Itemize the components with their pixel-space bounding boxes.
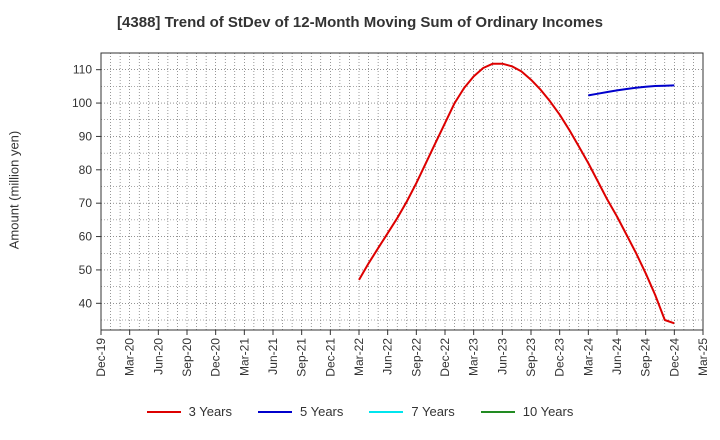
- legend-item: 10 Years: [480, 404, 574, 419]
- y-tick-label: 60: [79, 230, 93, 244]
- y-tick-label: 80: [79, 163, 93, 177]
- x-tick-label: Mar-22: [352, 338, 366, 376]
- x-tick-label: Mar-25: [696, 338, 710, 376]
- x-tick-label: Mar-20: [123, 338, 137, 376]
- chart-title: [4388] Trend of StDev of 12-Month Moving…: [117, 14, 603, 31]
- x-tick-label: Dec-22: [438, 338, 452, 377]
- legend-swatch: [146, 410, 181, 413]
- y-tick-label: 110: [73, 63, 92, 77]
- series-line-3-years: [358, 62, 675, 325]
- y-tick-label: 40: [79, 296, 93, 310]
- x-tick-label: Dec-20: [209, 338, 223, 377]
- x-tick-label: Sep-20: [180, 338, 194, 377]
- x-tick-label: Sep-23: [524, 338, 538, 377]
- x-tick-label: Jun-21: [266, 338, 280, 375]
- legend-item: 7 Years: [369, 404, 455, 419]
- legend-item: 3 Years: [146, 404, 232, 419]
- legend-label: 7 Years: [411, 404, 455, 419]
- legend-swatch: [369, 410, 404, 413]
- x-tick-label: Dec-19: [94, 338, 108, 377]
- legend-label: 5 Years: [300, 404, 344, 419]
- series-line-5-years: [588, 84, 675, 97]
- legend-swatch: [258, 410, 292, 413]
- x-tick-label: Jun-22: [381, 338, 395, 375]
- legend-swatch: [480, 410, 515, 413]
- x-tick-label: Jun-24: [610, 338, 624, 375]
- x-tick-label: Sep-24: [639, 338, 653, 377]
- y-tick-label: 100: [72, 96, 92, 110]
- x-tick-label: Dec-21: [323, 338, 337, 377]
- x-tick-label: Mar-21: [237, 338, 251, 376]
- y-tick-label: 90: [79, 129, 93, 143]
- y-tick-label: 70: [79, 196, 93, 210]
- plot-area: [100, 52, 704, 331]
- legend-label: 3 Years: [188, 404, 232, 419]
- y-tick-label: 50: [79, 263, 93, 277]
- chart-legend: 3 Years 5 Years 7 Years 10 Years: [0, 404, 720, 419]
- x-tick-label: Jun-20: [151, 338, 165, 375]
- x-tick-label: Jun-23: [495, 338, 509, 375]
- x-tick-label: Dec-24: [667, 338, 681, 377]
- x-tick-label: Sep-21: [295, 338, 309, 377]
- x-tick-label: Sep-22: [409, 338, 423, 377]
- legend-item: 5 Years: [258, 404, 343, 419]
- legend-label: 10 Years: [522, 404, 574, 419]
- x-tick-label: Mar-24: [581, 338, 595, 376]
- x-tick-label: Mar-23: [467, 338, 481, 376]
- x-tick-label: Dec-23: [553, 338, 567, 377]
